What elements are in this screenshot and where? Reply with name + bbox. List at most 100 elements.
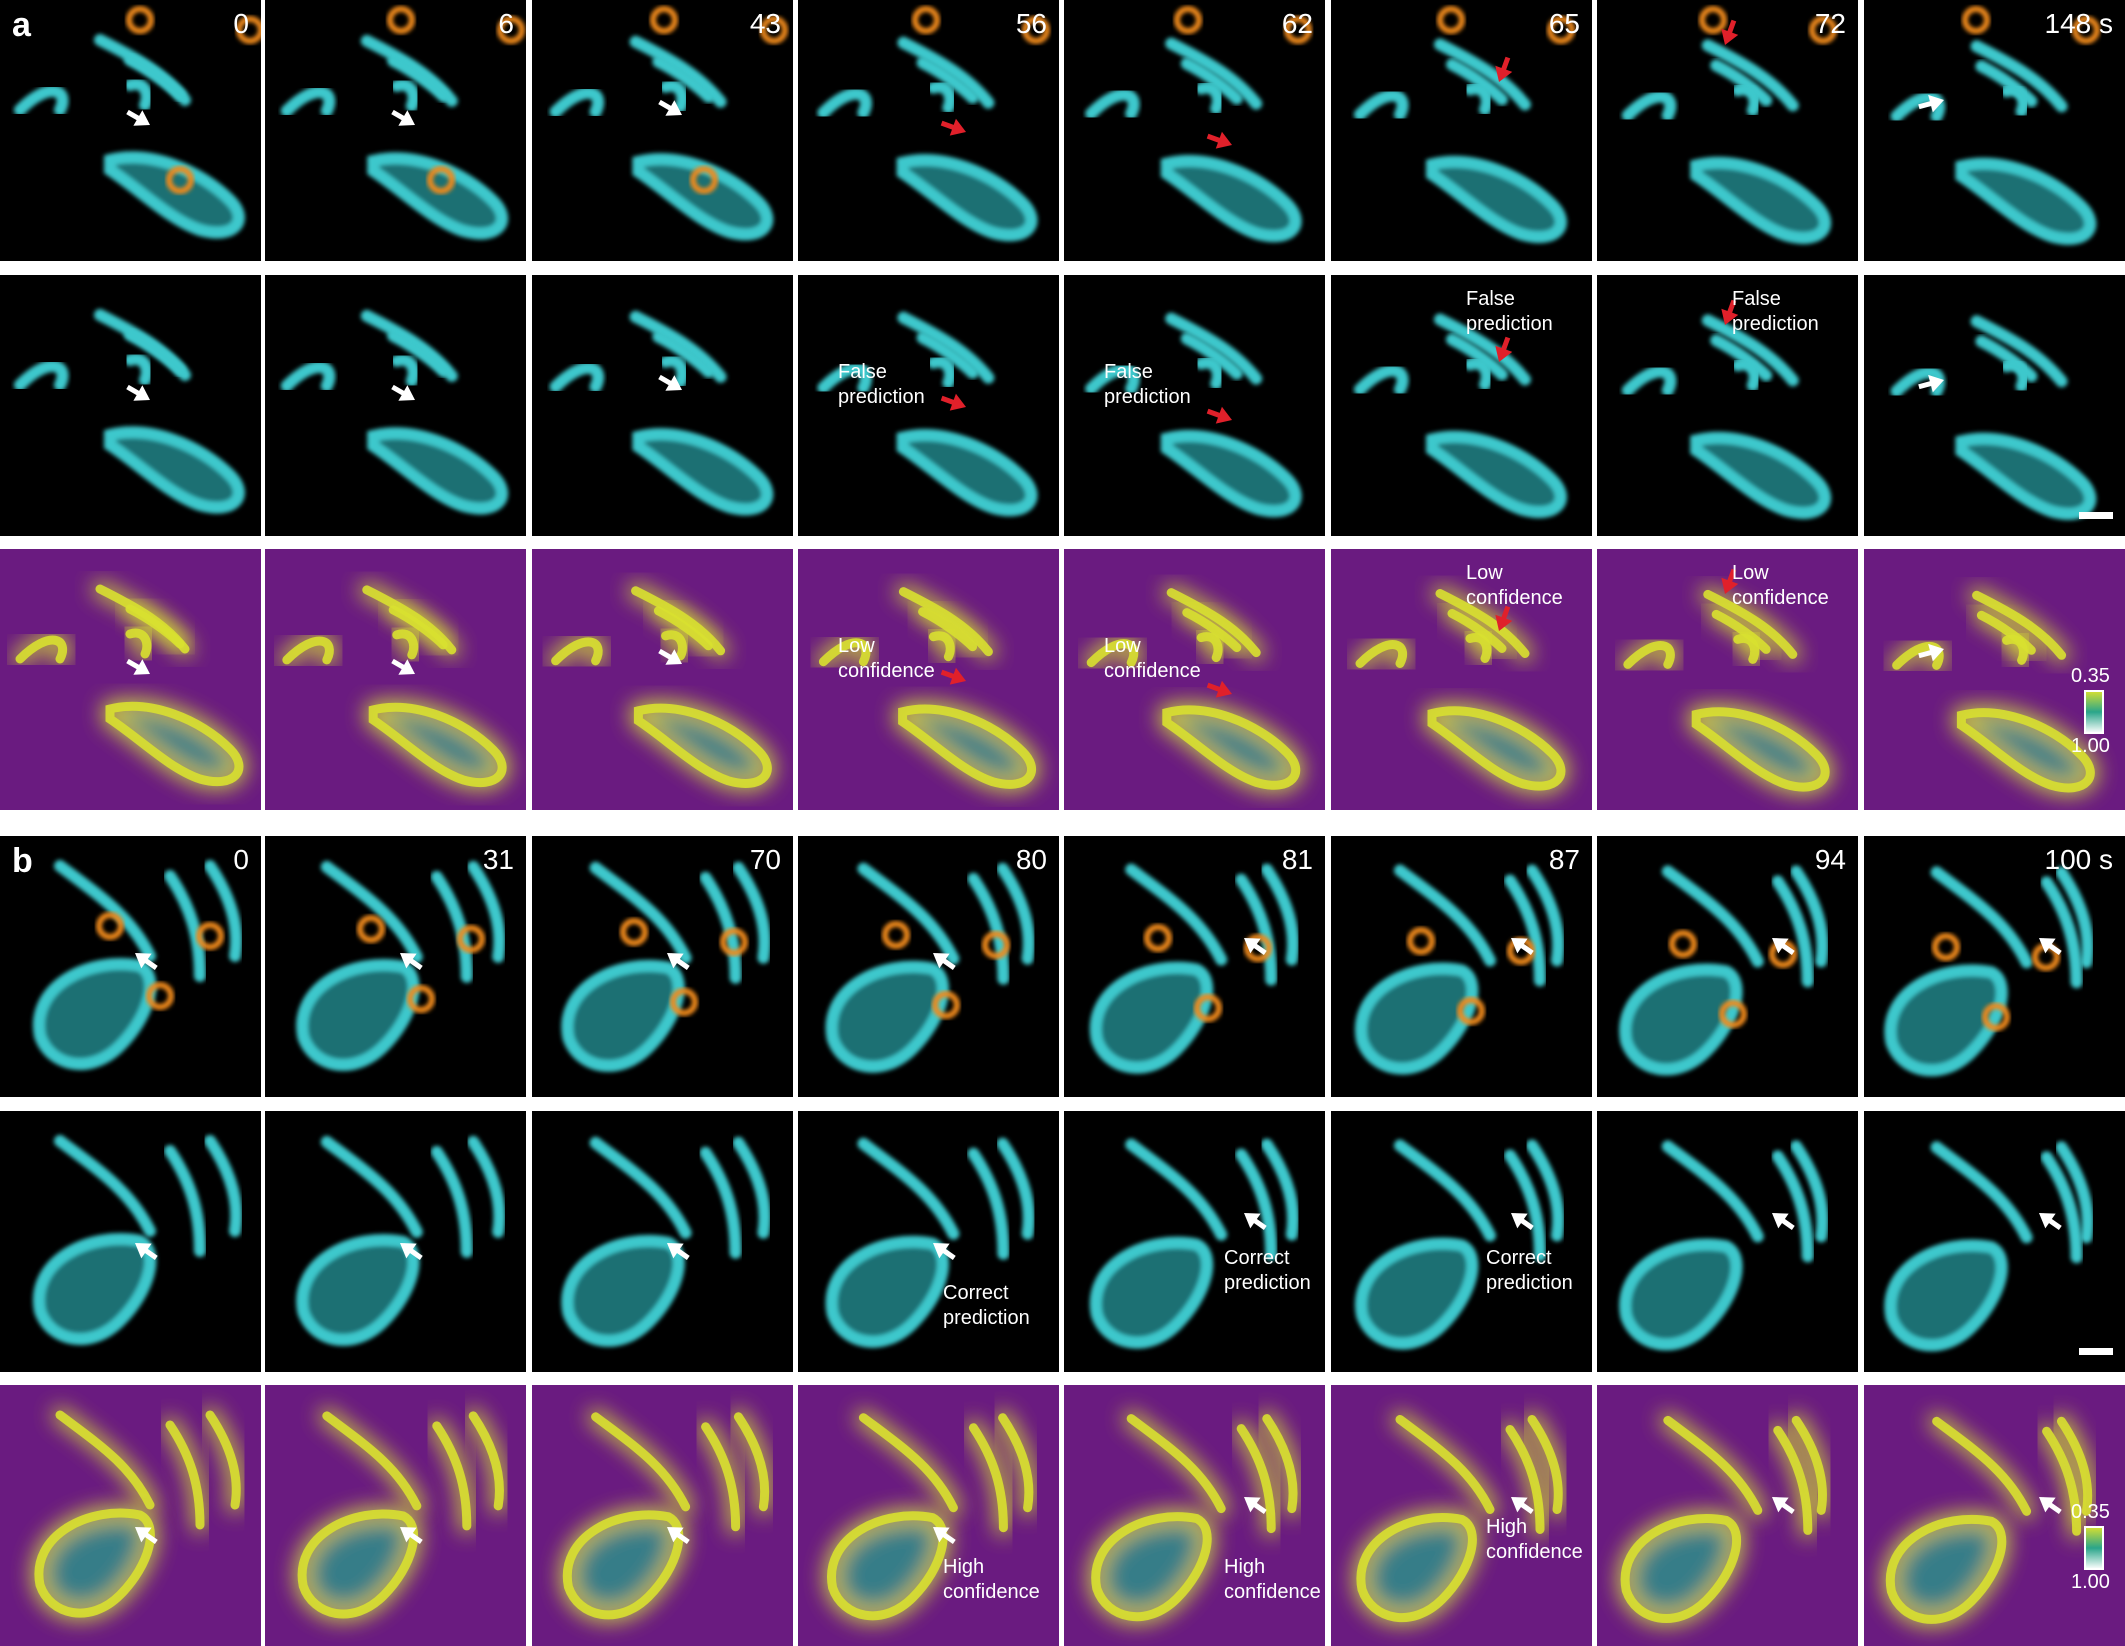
tile-b-r0-c5 (1331, 836, 1592, 1097)
time-label: 6 (498, 8, 514, 39)
annotation-note: False prediction (1104, 361, 1191, 408)
tile-b-r2-c1 (265, 1385, 526, 1646)
annotation-note: High confidence (1224, 1556, 1321, 1603)
white-arrow-icon (1918, 374, 1944, 393)
time-label: 0 (233, 844, 249, 875)
colorbar (2084, 1526, 2104, 1570)
white-arrow-icon (2039, 1213, 2062, 1230)
red-arrow-icon (940, 393, 966, 411)
annotation-note: Correct prediction (1224, 1247, 1311, 1294)
colorbar-bottom-label: 1.00 (2071, 1571, 2110, 1593)
annotation-note: False prediction (1466, 288, 1553, 335)
tile-a-r2-c2 (532, 549, 793, 810)
white-arrow-icon (933, 1243, 956, 1260)
tile-a-r1-c0 (0, 275, 261, 536)
tile-a-r1-c7 (1864, 275, 2125, 536)
annotation-note: Correct prediction (1486, 1247, 1573, 1294)
annotation-note: Low confidence (1466, 562, 1563, 609)
tile-a-r1-c5 (1331, 275, 1592, 536)
tile-a-r0-c6 (1597, 0, 1858, 261)
white-arrow-icon (135, 953, 158, 970)
white-arrow-icon (391, 109, 415, 126)
tile-a-r2-c4 (1064, 549, 1325, 810)
white-arrow-icon (658, 99, 682, 116)
tile-a-r2-c3 (798, 549, 1059, 810)
tile-b-r2-c3 (798, 1385, 1059, 1646)
white-arrow-icon (391, 658, 415, 675)
tile-b-r1-c6 (1597, 1111, 1858, 1372)
tile-a-r2-c1 (265, 549, 526, 810)
white-arrow-icon (1772, 1213, 1795, 1230)
scale-bar (2079, 1348, 2113, 1355)
colorbar-top-label: 0.35 (2071, 665, 2110, 687)
red-arrow-icon (1206, 131, 1232, 149)
annotation-note: Low confidence (838, 635, 935, 682)
tile-b-r2-c0 (0, 1385, 261, 1646)
white-arrow-icon (667, 1527, 690, 1544)
tile-b-r1-c2 (532, 1111, 793, 1372)
white-arrow-icon (1511, 1497, 1534, 1514)
annotation-note: False prediction (1732, 288, 1819, 335)
white-arrow-icon (933, 953, 956, 970)
tile-b-r2-c6 (1597, 1385, 1858, 1646)
annotation-note: Correct prediction (943, 1282, 1030, 1329)
red-arrow-icon (1495, 336, 1513, 362)
tile-a-r2-c0 (0, 549, 261, 810)
white-arrow-icon (667, 1243, 690, 1260)
red-arrow-icon (940, 667, 966, 685)
red-arrow-icon (1495, 56, 1513, 82)
time-label: 72 (1814, 8, 1846, 39)
white-arrow-icon (658, 648, 682, 665)
white-arrow-icon (391, 384, 415, 401)
red-arrow-icon (1206, 406, 1232, 424)
time-label: 70 (749, 844, 781, 875)
white-arrow-icon (400, 1527, 423, 1544)
white-arrow-icon (126, 109, 150, 126)
scale-bar (2079, 512, 2113, 519)
tile-a-r0-c7 (1864, 0, 2125, 261)
white-arrow-icon (1511, 938, 1534, 955)
tile-b-r0-c7 (1864, 836, 2125, 1097)
tile-b-r0-c6 (1597, 836, 1858, 1097)
red-arrow-icon (1721, 568, 1739, 594)
tile-b-r0-c3 (798, 836, 1059, 1097)
time-label: 148 s (2044, 8, 2114, 39)
red-arrow-icon (1721, 299, 1739, 325)
white-arrow-icon (126, 658, 150, 675)
white-arrow-icon (126, 384, 150, 401)
time-label: 100 s (2044, 844, 2114, 875)
tile-b-r2-c4 (1064, 1385, 1325, 1646)
annotation-note: High confidence (1486, 1516, 1583, 1563)
annotation-note: False prediction (838, 361, 925, 408)
tile-b-r0-c0 (0, 836, 261, 1097)
red-arrow-icon (1206, 680, 1232, 698)
tile-a-r2-c6 (1597, 549, 1858, 810)
time-label: 94 (1814, 844, 1846, 875)
tile-b-r2-c5 (1331, 1385, 1592, 1646)
tile-a-r0-c5 (1331, 0, 1592, 261)
tile-b-r0-c1 (265, 836, 526, 1097)
tile-a-r0-c1 (265, 0, 526, 261)
white-arrow-icon (400, 953, 423, 970)
white-arrow-icon (135, 1527, 158, 1544)
white-arrow-icon (1772, 1497, 1795, 1514)
tile-a-r1-c4 (1064, 275, 1325, 536)
white-arrow-icon (2039, 938, 2062, 955)
white-arrow-icon (1772, 938, 1795, 955)
time-label: 81 (1281, 844, 1313, 875)
tile-b-r2-c7 (1864, 1385, 2125, 1646)
time-label: 0 (233, 8, 249, 39)
panel-label: a (12, 6, 31, 44)
tile-a-r0-c4 (1064, 0, 1325, 261)
time-label: 31 (482, 844, 514, 875)
white-arrow-icon (1244, 1497, 1267, 1514)
time-label: 87 (1548, 844, 1580, 875)
white-arrow-icon (933, 1527, 956, 1544)
time-label: 65 (1548, 8, 1580, 39)
red-arrow-icon (1495, 605, 1513, 631)
tile-a-r1-c6 (1597, 275, 1858, 536)
tile-b-r0-c2 (532, 836, 793, 1097)
time-label: 80 (1015, 844, 1047, 875)
annotation-note: Low confidence (1104, 635, 1201, 682)
tile-a-r1-c3 (798, 275, 1059, 536)
